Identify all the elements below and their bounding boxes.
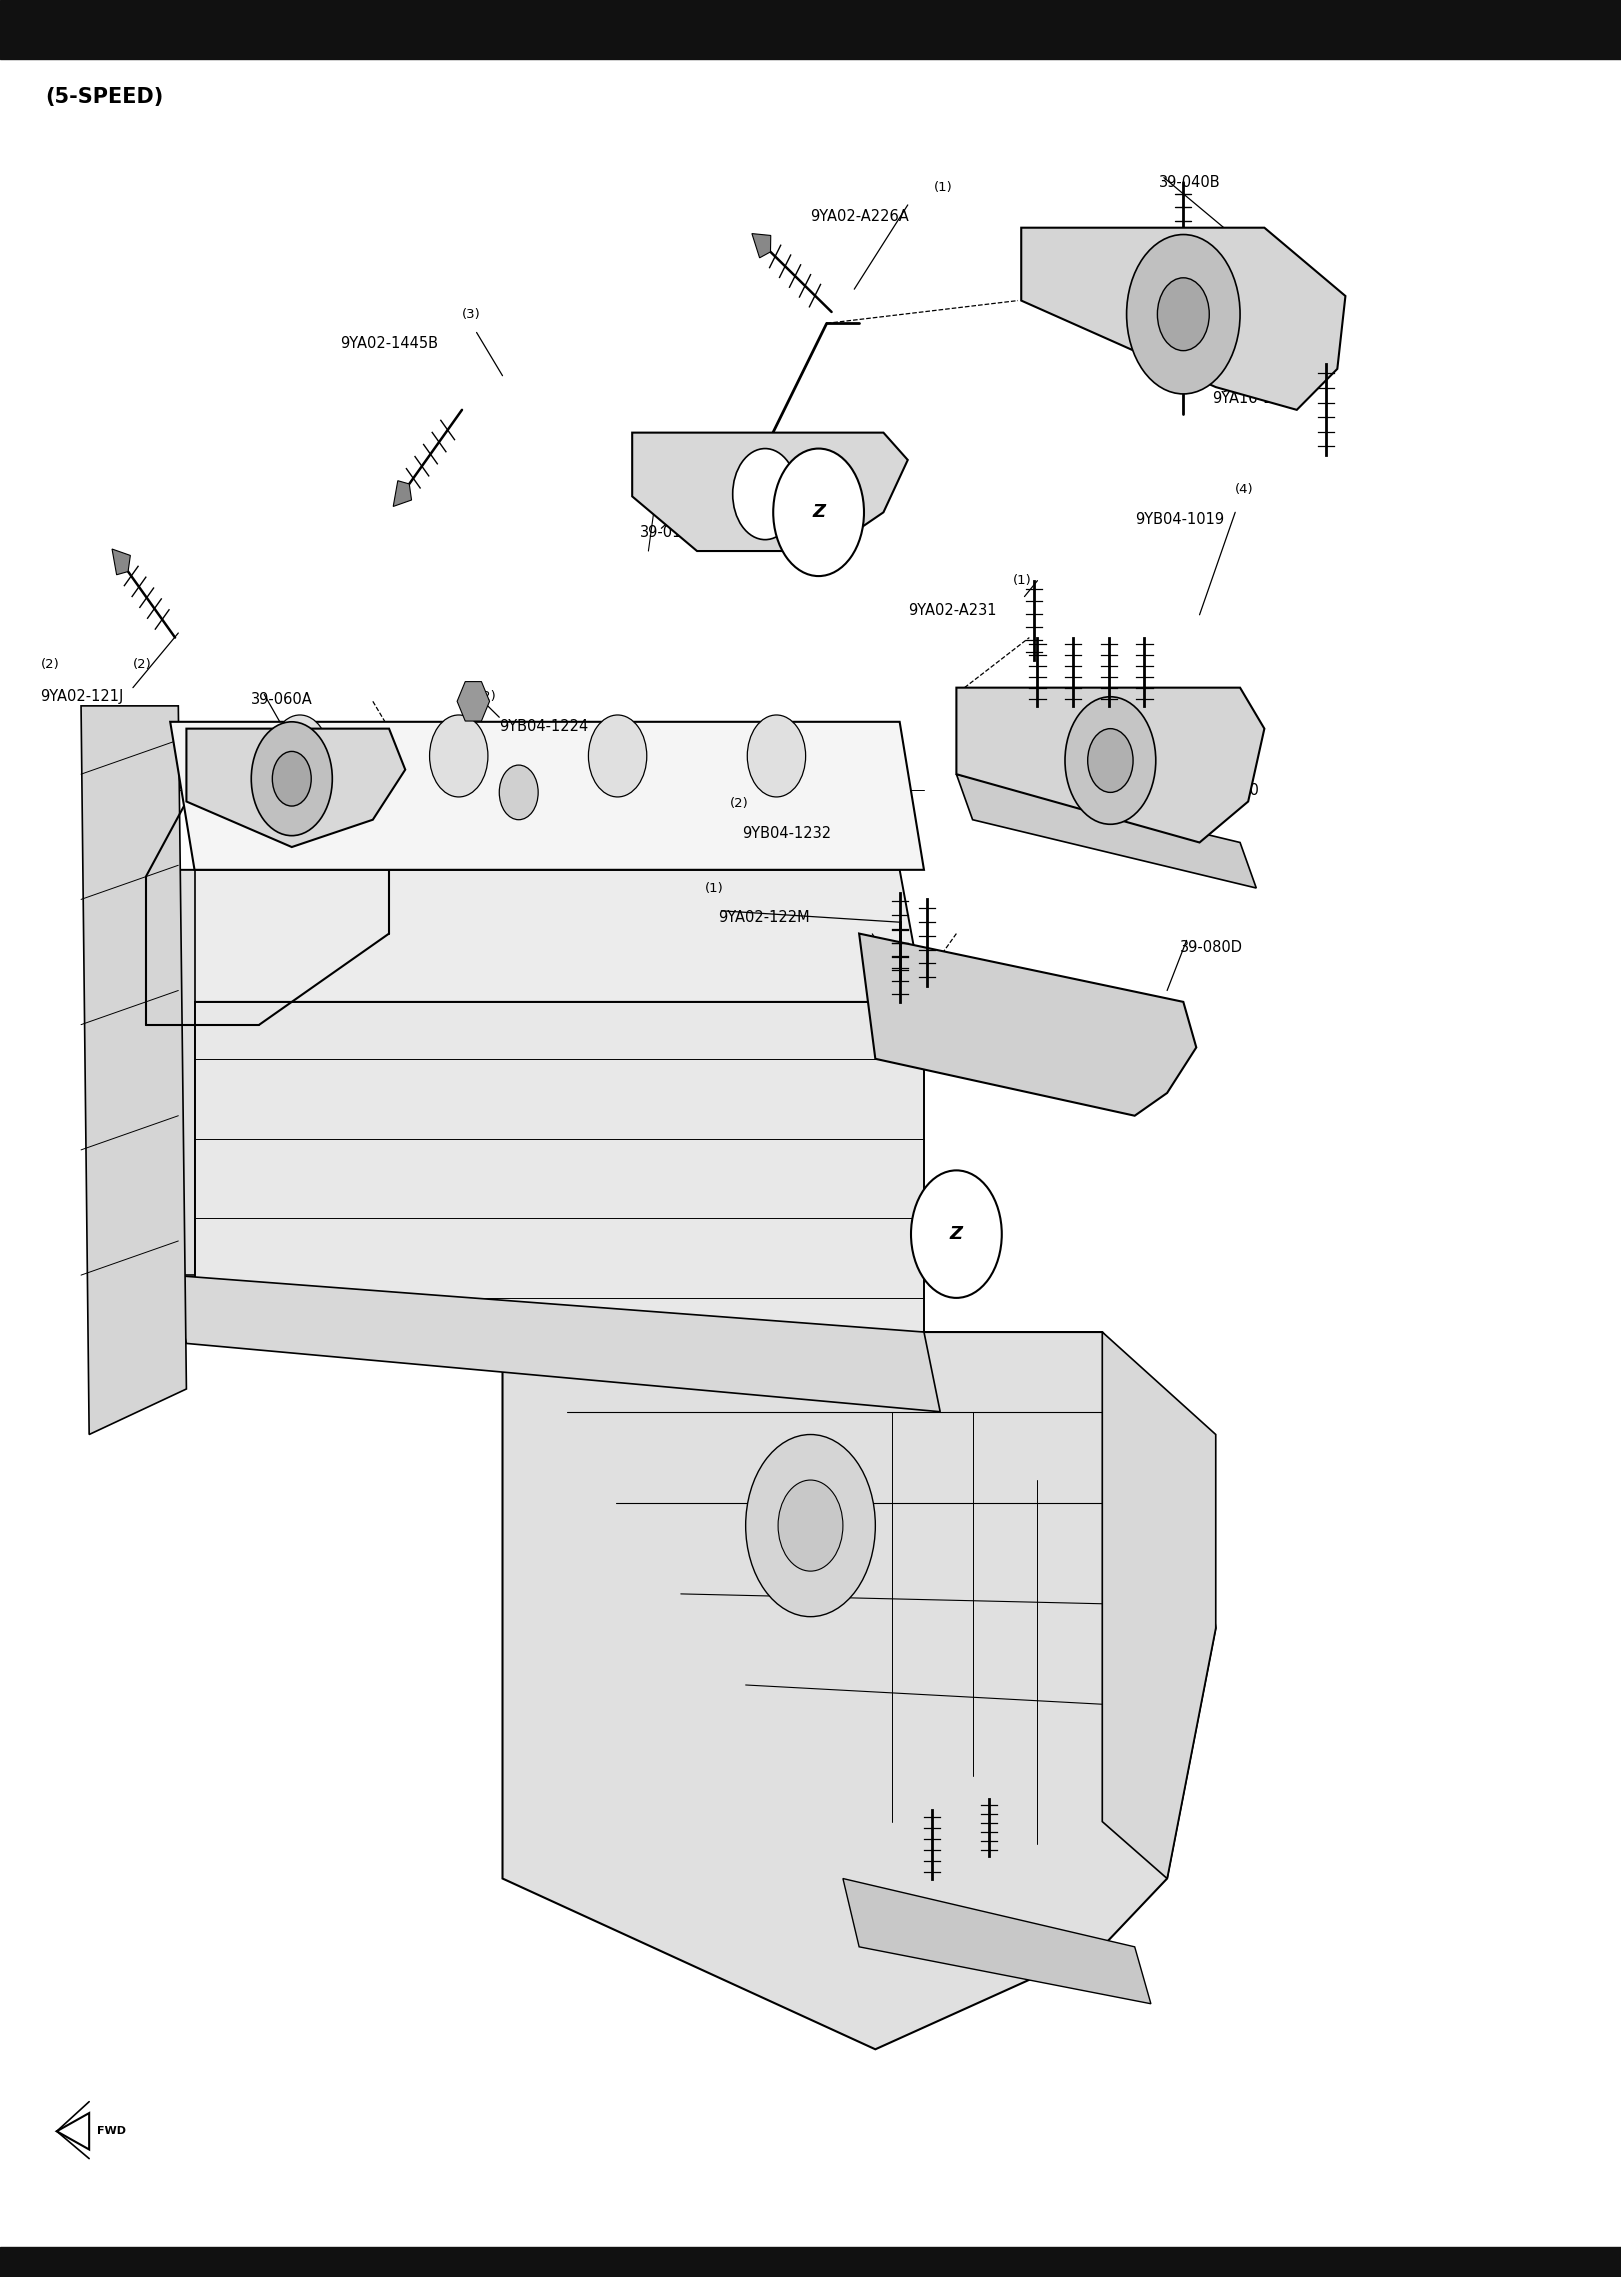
Polygon shape <box>57 2113 89 2149</box>
Polygon shape <box>956 688 1264 842</box>
Polygon shape <box>956 774 1256 888</box>
Text: Z: Z <box>950 1225 963 1243</box>
Text: 9YA16-1205: 9YA16-1205 <box>1213 392 1300 405</box>
Text: 39-040B: 39-040B <box>1159 175 1221 189</box>
Circle shape <box>430 715 488 797</box>
Text: (2): (2) <box>729 797 749 811</box>
Text: (2): (2) <box>133 658 152 672</box>
Text: 39-070: 39-070 <box>1208 783 1260 797</box>
Circle shape <box>251 722 332 836</box>
Circle shape <box>272 751 311 806</box>
Text: 9YA02-1445B: 9YA02-1445B <box>340 337 438 351</box>
Circle shape <box>1157 278 1209 351</box>
Text: (1): (1) <box>705 881 725 895</box>
Text: 9YA02-A226A: 9YA02-A226A <box>810 209 909 223</box>
Text: (2): (2) <box>41 658 60 672</box>
Polygon shape <box>394 480 412 505</box>
Polygon shape <box>170 722 924 870</box>
Text: (1): (1) <box>1013 574 1033 587</box>
Circle shape <box>747 715 806 797</box>
Polygon shape <box>1102 1332 1216 1879</box>
Polygon shape <box>1021 228 1345 410</box>
Polygon shape <box>170 870 195 1275</box>
Text: 9YA02-122M: 9YA02-122M <box>718 911 810 924</box>
Bar <box>0 2247 1621 2277</box>
Circle shape <box>1088 729 1133 792</box>
Polygon shape <box>457 681 490 722</box>
Polygon shape <box>843 1879 1151 2004</box>
Bar <box>0 0 1621 59</box>
Polygon shape <box>632 433 908 551</box>
Text: 9YA02-A231: 9YA02-A231 <box>908 603 997 617</box>
Text: (4): (4) <box>1235 483 1253 496</box>
Text: Z: Z <box>812 503 825 521</box>
Text: (3): (3) <box>462 307 481 321</box>
Circle shape <box>1065 697 1156 824</box>
Circle shape <box>1127 235 1240 394</box>
Text: (5-SPEED): (5-SPEED) <box>45 87 164 107</box>
Text: (1): (1) <box>1313 362 1332 376</box>
Circle shape <box>911 1170 1002 1298</box>
Polygon shape <box>170 870 924 1002</box>
Text: 9YB04-1232: 9YB04-1232 <box>742 827 832 840</box>
Text: 9YB04-1019: 9YB04-1019 <box>1135 512 1224 526</box>
Text: FWD: FWD <box>97 2127 126 2136</box>
Circle shape <box>778 1480 843 1571</box>
Polygon shape <box>112 549 130 574</box>
Polygon shape <box>752 235 770 257</box>
Text: (1): (1) <box>934 182 953 194</box>
Polygon shape <box>170 1275 940 1412</box>
Circle shape <box>733 449 798 540</box>
Polygon shape <box>859 934 1196 1116</box>
Text: 9YA02-121J: 9YA02-121J <box>41 690 123 704</box>
Text: 9YB04-1224: 9YB04-1224 <box>499 720 588 733</box>
Circle shape <box>499 765 538 820</box>
Polygon shape <box>186 729 405 847</box>
Text: 39-080D: 39-080D <box>1180 940 1243 954</box>
Text: 39-060A: 39-060A <box>251 692 313 706</box>
Polygon shape <box>503 1332 1216 2049</box>
Text: 39-010: 39-010 <box>640 526 692 540</box>
Polygon shape <box>81 706 186 1435</box>
Polygon shape <box>195 1002 924 1332</box>
Circle shape <box>588 715 647 797</box>
Text: (2): (2) <box>478 690 498 704</box>
Circle shape <box>746 1435 875 1617</box>
Circle shape <box>271 715 329 797</box>
Circle shape <box>773 449 864 576</box>
